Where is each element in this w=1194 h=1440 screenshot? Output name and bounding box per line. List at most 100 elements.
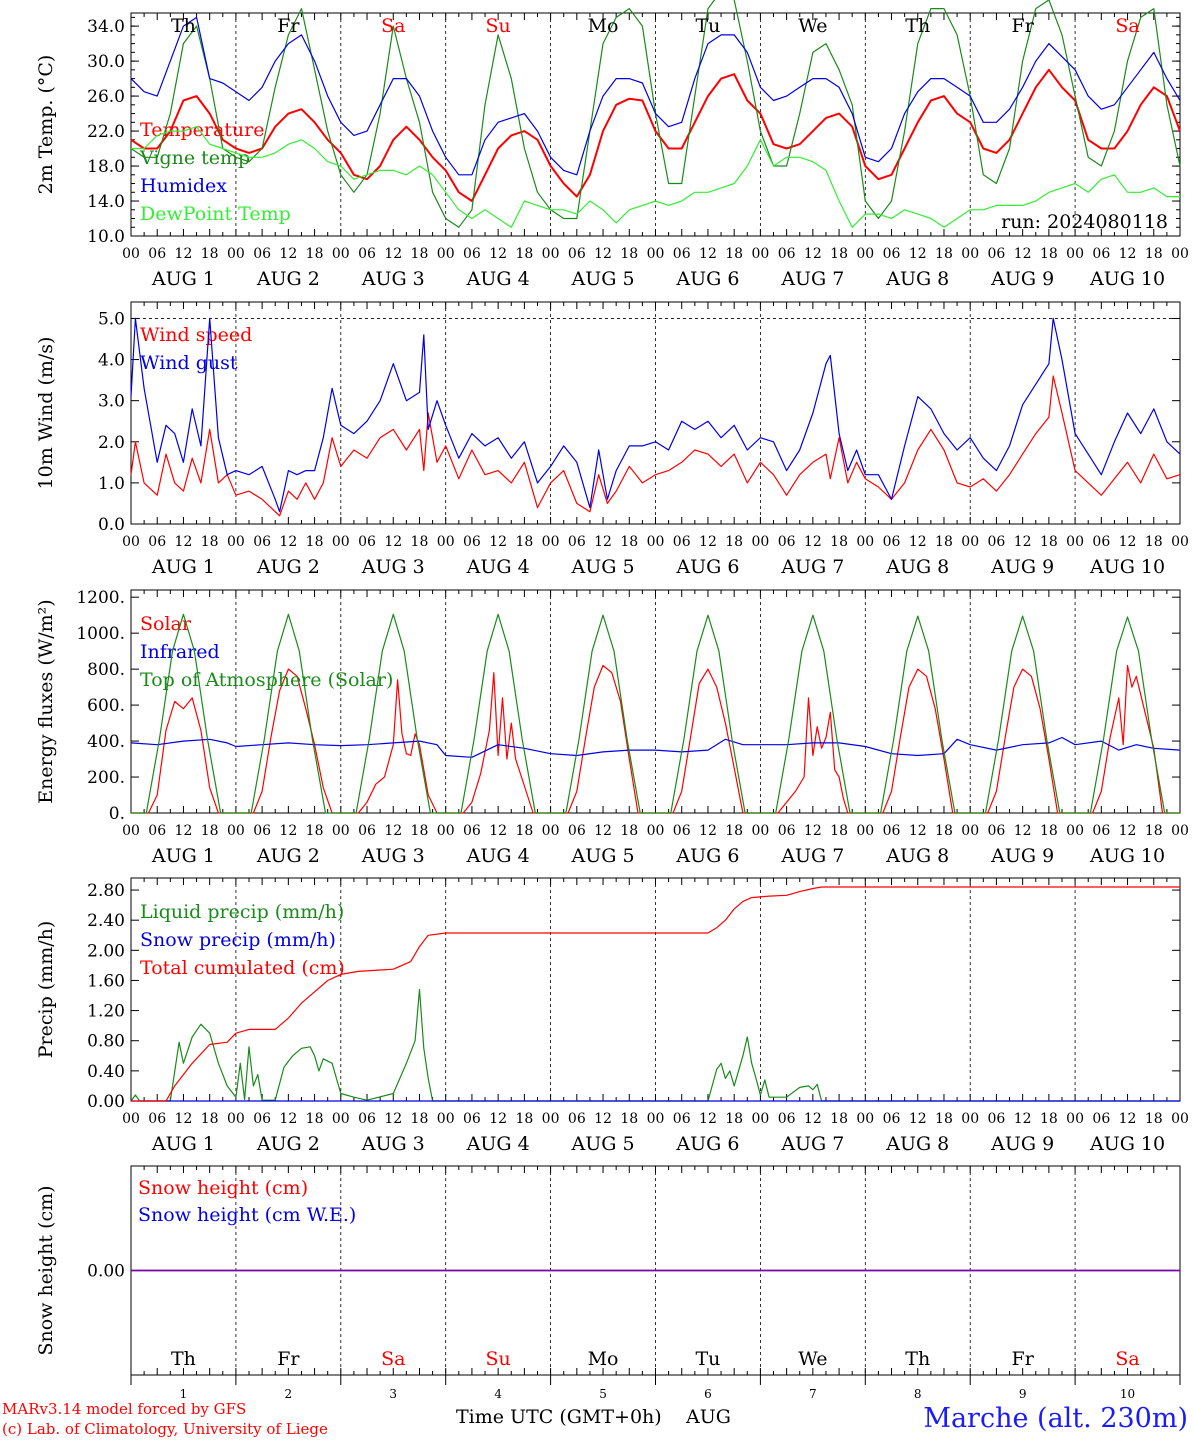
x-tick-label: 00 bbox=[856, 823, 874, 839]
date-label: AUG 8 bbox=[885, 1133, 949, 1155]
legend-humidex: Humidex bbox=[140, 175, 227, 197]
legend-dewpoint-temp: DewPoint Temp bbox=[140, 203, 291, 225]
x-tick-label: 06 bbox=[148, 534, 166, 550]
credit-line-2: (c) Lab. of Climatology, University of L… bbox=[2, 1420, 328, 1438]
date-label: AUG 2 bbox=[256, 268, 320, 290]
x-tick-label: 18 bbox=[515, 534, 533, 550]
x-tick-label: 18 bbox=[725, 534, 743, 550]
x-tick-label: 18 bbox=[411, 534, 429, 550]
date-label: AUG 1 bbox=[151, 268, 215, 290]
x-tick-label: 00 bbox=[647, 1111, 665, 1127]
x-tick-label: 00 bbox=[856, 1111, 874, 1127]
weekday-label: We bbox=[798, 15, 827, 37]
x-tick-label: 06 bbox=[463, 534, 481, 550]
x-tick-label: 18 bbox=[411, 246, 429, 262]
x-tick-label: 12 bbox=[489, 1111, 507, 1127]
x-tick-label: 06 bbox=[1092, 823, 1110, 839]
series-line-top-of-atmosphere-solar- bbox=[131, 613, 1180, 814]
y-tick-label: 0. bbox=[109, 804, 125, 824]
x-tick-label: 12 bbox=[1119, 823, 1137, 839]
x-tick-label: 00 bbox=[227, 534, 245, 550]
x-tick-label: 12 bbox=[384, 1111, 402, 1127]
y-tick-label: 1200. bbox=[76, 588, 125, 608]
x-tick-label: 18 bbox=[935, 246, 953, 262]
x-tick-label: 06 bbox=[673, 246, 691, 262]
run-label: run: 2024080118 bbox=[1001, 211, 1168, 233]
legend-wind-speed: Wind speed bbox=[140, 324, 252, 346]
y-tick-label: 0.0 bbox=[98, 515, 125, 535]
y-tick-label: 14.0 bbox=[87, 192, 125, 212]
day-number: 3 bbox=[389, 1387, 397, 1401]
weekday-label: Fr bbox=[277, 15, 300, 37]
x-tick-label: 06 bbox=[883, 823, 901, 839]
x-tick-label: 00 bbox=[1171, 534, 1189, 550]
x-tick-label: 12 bbox=[384, 534, 402, 550]
x-tick-label: 12 bbox=[1014, 823, 1032, 839]
date-label: AUG 3 bbox=[361, 1133, 425, 1155]
x-tick-label: 06 bbox=[778, 1111, 796, 1127]
x-tick-label: 18 bbox=[306, 823, 324, 839]
date-label: AUG 9 bbox=[990, 845, 1054, 867]
weekday-label: Th bbox=[171, 1348, 196, 1370]
y-tick-label: 18.0 bbox=[87, 157, 125, 177]
weekday-label: Th bbox=[905, 1348, 930, 1370]
x-tick-label: 06 bbox=[253, 246, 271, 262]
day-number: 2 bbox=[285, 1387, 293, 1401]
date-label: AUG 10 bbox=[1089, 268, 1165, 290]
y-axis-label: 2m Temp. (°C) bbox=[35, 55, 57, 195]
y-tick-label: 0.80 bbox=[87, 1032, 125, 1052]
date-label: AUG 1 bbox=[151, 845, 215, 867]
x-tick-label: 06 bbox=[463, 823, 481, 839]
x-tick-label: 00 bbox=[1171, 823, 1189, 839]
x-tick-label: 18 bbox=[1145, 534, 1163, 550]
date-label: AUG 5 bbox=[571, 556, 635, 578]
x-tick-label: 06 bbox=[1092, 1111, 1110, 1127]
y-tick-label: 4.0 bbox=[98, 351, 125, 371]
date-label: AUG 5 bbox=[571, 268, 635, 290]
x-tick-label: 00 bbox=[227, 1111, 245, 1127]
x-tick-label: 00 bbox=[751, 246, 769, 262]
weekday-label: Sa bbox=[381, 1348, 405, 1370]
date-label: AUG 5 bbox=[571, 845, 635, 867]
x-tick-label: 00 bbox=[961, 534, 979, 550]
x-tick-label: 06 bbox=[358, 246, 376, 262]
x-tick-label: 06 bbox=[358, 1111, 376, 1127]
x-tick-label: 06 bbox=[568, 534, 586, 550]
day-number: 9 bbox=[1019, 1387, 1027, 1401]
x-tick-label: 06 bbox=[358, 534, 376, 550]
x-tick-label: 00 bbox=[751, 1111, 769, 1127]
x-tick-label: 12 bbox=[489, 246, 507, 262]
x-tick-label: 12 bbox=[699, 534, 717, 550]
x-tick-label: 12 bbox=[909, 534, 927, 550]
x-tick-label: 18 bbox=[201, 246, 219, 262]
x-tick-label: 18 bbox=[515, 823, 533, 839]
day-number: 7 bbox=[809, 1387, 817, 1401]
date-label: AUG 3 bbox=[361, 268, 425, 290]
date-label: AUG 3 bbox=[361, 556, 425, 578]
x-tick-label: 06 bbox=[988, 534, 1006, 550]
weekday-label: Sa bbox=[1115, 15, 1139, 37]
x-tick-label: 18 bbox=[725, 823, 743, 839]
x-tick-label: 18 bbox=[306, 1111, 324, 1127]
legend-liquid-precip-mm-h-: Liquid precip (mm/h) bbox=[140, 901, 344, 923]
legend-total-cumulated-cm-: Total cumulated (cm) bbox=[140, 957, 345, 979]
y-tick-label: 2.40 bbox=[87, 911, 125, 931]
x-tick-label: 12 bbox=[1014, 246, 1032, 262]
x-tick-label: 00 bbox=[961, 823, 979, 839]
x-tick-label: 00 bbox=[332, 823, 350, 839]
weekday-label: Su bbox=[486, 15, 511, 37]
x-tick-label: 18 bbox=[725, 1111, 743, 1127]
x-tick-label: 12 bbox=[699, 823, 717, 839]
y-tick-label: 10.0 bbox=[87, 227, 125, 247]
date-label: AUG 4 bbox=[466, 556, 530, 578]
date-label: AUG 9 bbox=[990, 1133, 1054, 1155]
x-tick-label: 18 bbox=[935, 823, 953, 839]
x-tick-label: 18 bbox=[1145, 246, 1163, 262]
date-label: AUG 7 bbox=[780, 556, 844, 578]
x-tick-label: 00 bbox=[437, 246, 455, 262]
y-axis-label: Energy fluxes (W/m²) bbox=[35, 599, 57, 803]
legend-top-of-atmosphere-solar-: Top of Atmosphere (Solar) bbox=[140, 669, 393, 691]
day-number: 6 bbox=[704, 1387, 712, 1401]
x-tick-label: 06 bbox=[673, 1111, 691, 1127]
x-tick-label: 00 bbox=[1066, 1111, 1084, 1127]
